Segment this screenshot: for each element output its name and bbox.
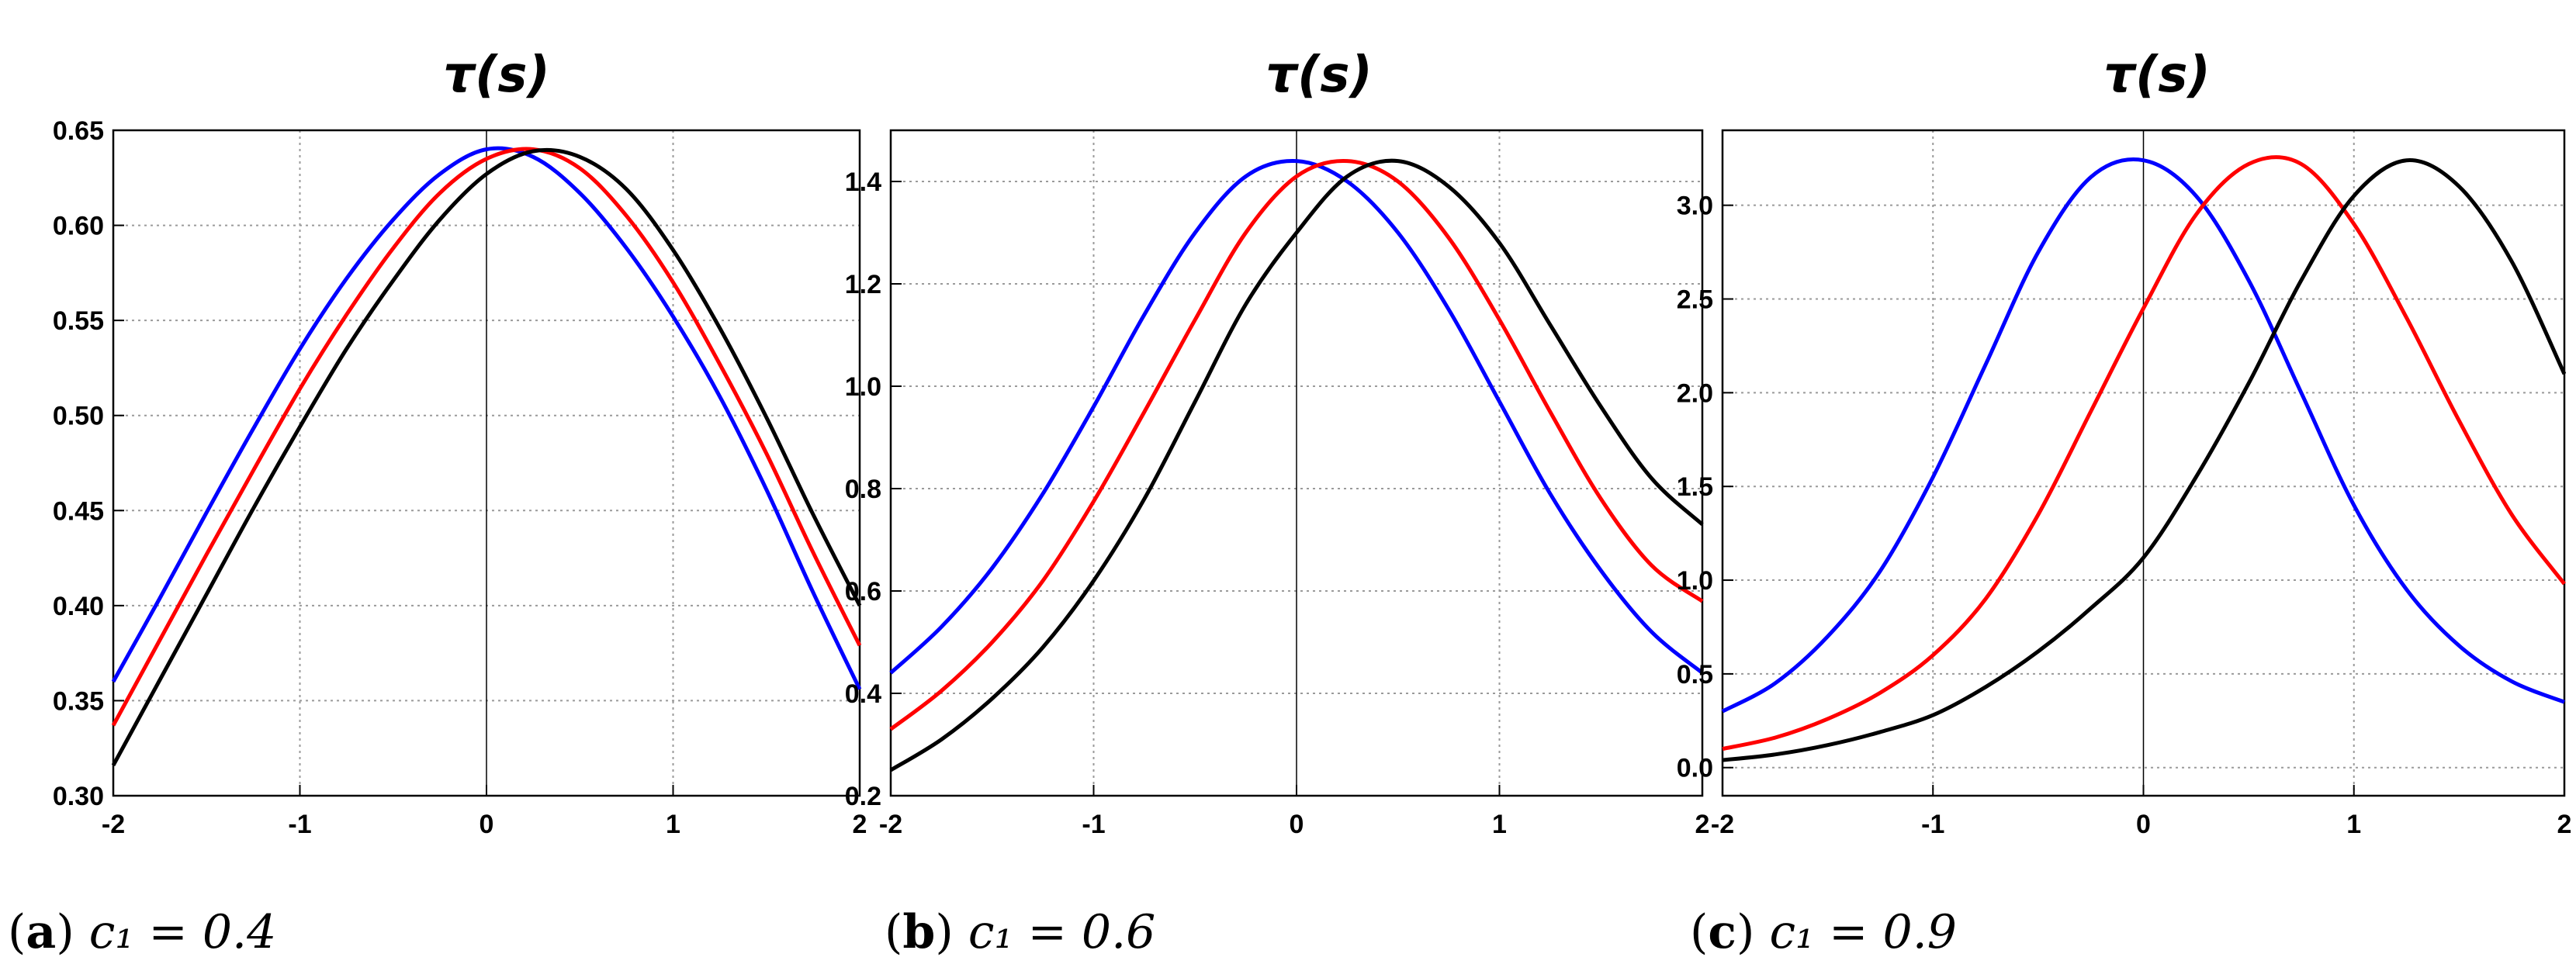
x-tick-label: -1 — [1921, 810, 1944, 839]
x-tick-label: -2 — [102, 810, 125, 839]
chart-panel-c: τ(s) -2 -1 0 1 2 0.0 0.5 1.0 1.5 2.0 2.5 3.0 (c) c₁ =… — [1677, 47, 2572, 959]
x-tick-label: 2 — [1695, 810, 1710, 839]
y-tick-label: 0.4 — [845, 679, 881, 709]
panel-caption: (a) c₁ = 0.4 — [8, 905, 276, 959]
panel-caption: (c) c₁ = 0.9 — [1690, 905, 1957, 959]
x-tick-label: 2 — [2557, 810, 2572, 839]
x-tick-label: 1 — [2346, 810, 2361, 839]
series-line-blue — [111, 146, 862, 690]
x-tick-label: 1 — [1492, 810, 1507, 839]
y-tick-label: 0.2 — [845, 782, 881, 811]
y-tick-label: 3.0 — [1677, 192, 1713, 221]
x-tick-label: -2 — [879, 810, 902, 839]
y-tick-label: 0.30 — [53, 782, 104, 811]
x-tick-label: 2 — [853, 810, 867, 839]
y-tick-label: 2.0 — [1677, 378, 1713, 408]
y-tick-label: 1.5 — [1677, 472, 1713, 502]
y-tick-label: 0.5 — [1677, 660, 1713, 689]
y-tick-label: 0.40 — [53, 592, 104, 621]
y-tick-label: 0.35 — [53, 686, 104, 716]
y-tick-label: 1.0 — [1677, 566, 1713, 596]
series-line-blue — [889, 158, 1704, 675]
y-tick-label: 0.55 — [53, 306, 104, 336]
y-tick-label: 0.0 — [1677, 754, 1713, 783]
y-tick-label: 0.45 — [53, 496, 104, 526]
y-tick-label: 1.2 — [845, 270, 881, 299]
plot-frame — [889, 129, 1704, 797]
y-tick-label: 1.0 — [845, 372, 881, 402]
series-line-black — [1722, 158, 2567, 762]
x-tick-label: -2 — [1711, 810, 1734, 839]
x-tick-label: 1 — [666, 810, 680, 839]
y-tick-label: 0.65 — [53, 116, 104, 146]
series-line-red — [889, 158, 1704, 731]
x-tick-label: 0 — [2136, 810, 2151, 839]
y-tick-label: 0.50 — [53, 402, 104, 431]
chart-title: τ(s) — [2103, 47, 2210, 104]
x-tick-label: -1 — [1082, 810, 1105, 839]
plot-frame — [112, 129, 861, 797]
panel-caption: (b) c₁ = 0.6 — [885, 905, 1155, 959]
y-tick-label: 0.8 — [845, 475, 881, 504]
y-tick-label: 1.4 — [845, 168, 881, 197]
chart-title: τ(s) — [443, 47, 549, 104]
series-line-black — [889, 158, 1704, 772]
y-tick-label: 0.6 — [845, 577, 881, 606]
y-tick-label: 2.5 — [1677, 285, 1713, 315]
series-line-red — [1722, 155, 2566, 752]
x-tick-label: -1 — [288, 810, 311, 839]
chart-title: τ(s) — [1265, 47, 1372, 104]
x-tick-label: 0 — [480, 810, 494, 839]
y-tick-label: 0.60 — [53, 212, 104, 241]
plot-frame — [1721, 129, 2566, 797]
x-tick-label: 0 — [1290, 810, 1304, 839]
chart-panel-b: τ(s)-2 -1 0 1 20.20.40.60.81.01.21.4(b) c₁ =… — [845, 47, 1710, 959]
series-line-black — [111, 147, 862, 766]
series-line-red — [111, 147, 862, 727]
series-line-blue — [1721, 157, 2565, 714]
chart-panel-a: τ(s) -2 -1 0 1 2 0.30 0.35 0.40 0.45 0.50 0.55 0.60 0… — [8, 47, 867, 959]
